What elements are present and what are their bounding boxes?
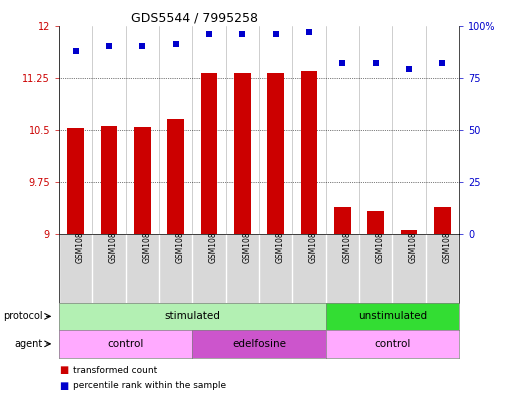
Bar bbox=[367, 211, 384, 234]
Text: GSM1084273: GSM1084273 bbox=[109, 212, 118, 263]
Bar bbox=[434, 208, 451, 234]
Bar bbox=[267, 73, 284, 234]
Point bbox=[105, 43, 113, 50]
Text: GSM1084263: GSM1084263 bbox=[442, 212, 451, 263]
Text: GSM1084275: GSM1084275 bbox=[175, 212, 185, 263]
Text: GSM1084277: GSM1084277 bbox=[242, 212, 251, 263]
Bar bbox=[201, 73, 218, 234]
Point bbox=[371, 60, 380, 66]
Text: percentile rank within the sample: percentile rank within the sample bbox=[73, 382, 226, 390]
Bar bbox=[334, 208, 351, 234]
Text: control: control bbox=[108, 339, 144, 349]
Text: GSM1084262: GSM1084262 bbox=[409, 212, 418, 263]
Text: agent: agent bbox=[14, 339, 43, 349]
Point bbox=[205, 31, 213, 37]
Bar bbox=[67, 128, 84, 234]
Point bbox=[338, 60, 346, 66]
Text: GSM1084261: GSM1084261 bbox=[376, 212, 385, 263]
Text: GSM1084274: GSM1084274 bbox=[143, 212, 151, 263]
Point bbox=[271, 31, 280, 37]
Text: ■: ■ bbox=[59, 365, 68, 375]
Point bbox=[438, 60, 446, 66]
Point bbox=[71, 48, 80, 54]
Point bbox=[171, 41, 180, 48]
Text: GSM1084260: GSM1084260 bbox=[343, 212, 351, 263]
Text: GSM1084278: GSM1084278 bbox=[276, 212, 285, 263]
Text: stimulated: stimulated bbox=[165, 311, 220, 321]
Bar bbox=[234, 73, 251, 234]
Text: protocol: protocol bbox=[3, 311, 43, 321]
Text: GSM1084276: GSM1084276 bbox=[209, 212, 218, 263]
Text: GSM1084279: GSM1084279 bbox=[309, 212, 318, 263]
Bar bbox=[401, 230, 418, 234]
Text: unstimulated: unstimulated bbox=[358, 311, 427, 321]
Bar bbox=[301, 71, 318, 234]
Bar bbox=[134, 127, 151, 234]
Point bbox=[305, 29, 313, 35]
Text: GDS5544 / 7995258: GDS5544 / 7995258 bbox=[131, 11, 259, 24]
Text: transformed count: transformed count bbox=[73, 365, 157, 375]
Bar bbox=[167, 119, 184, 234]
Bar bbox=[101, 126, 117, 234]
Text: edelfosine: edelfosine bbox=[232, 339, 286, 349]
Text: ■: ■ bbox=[59, 381, 68, 391]
Point bbox=[238, 31, 246, 37]
Point bbox=[138, 43, 146, 50]
Point bbox=[405, 66, 413, 72]
Text: control: control bbox=[374, 339, 410, 349]
Text: GSM1084272: GSM1084272 bbox=[76, 212, 85, 263]
